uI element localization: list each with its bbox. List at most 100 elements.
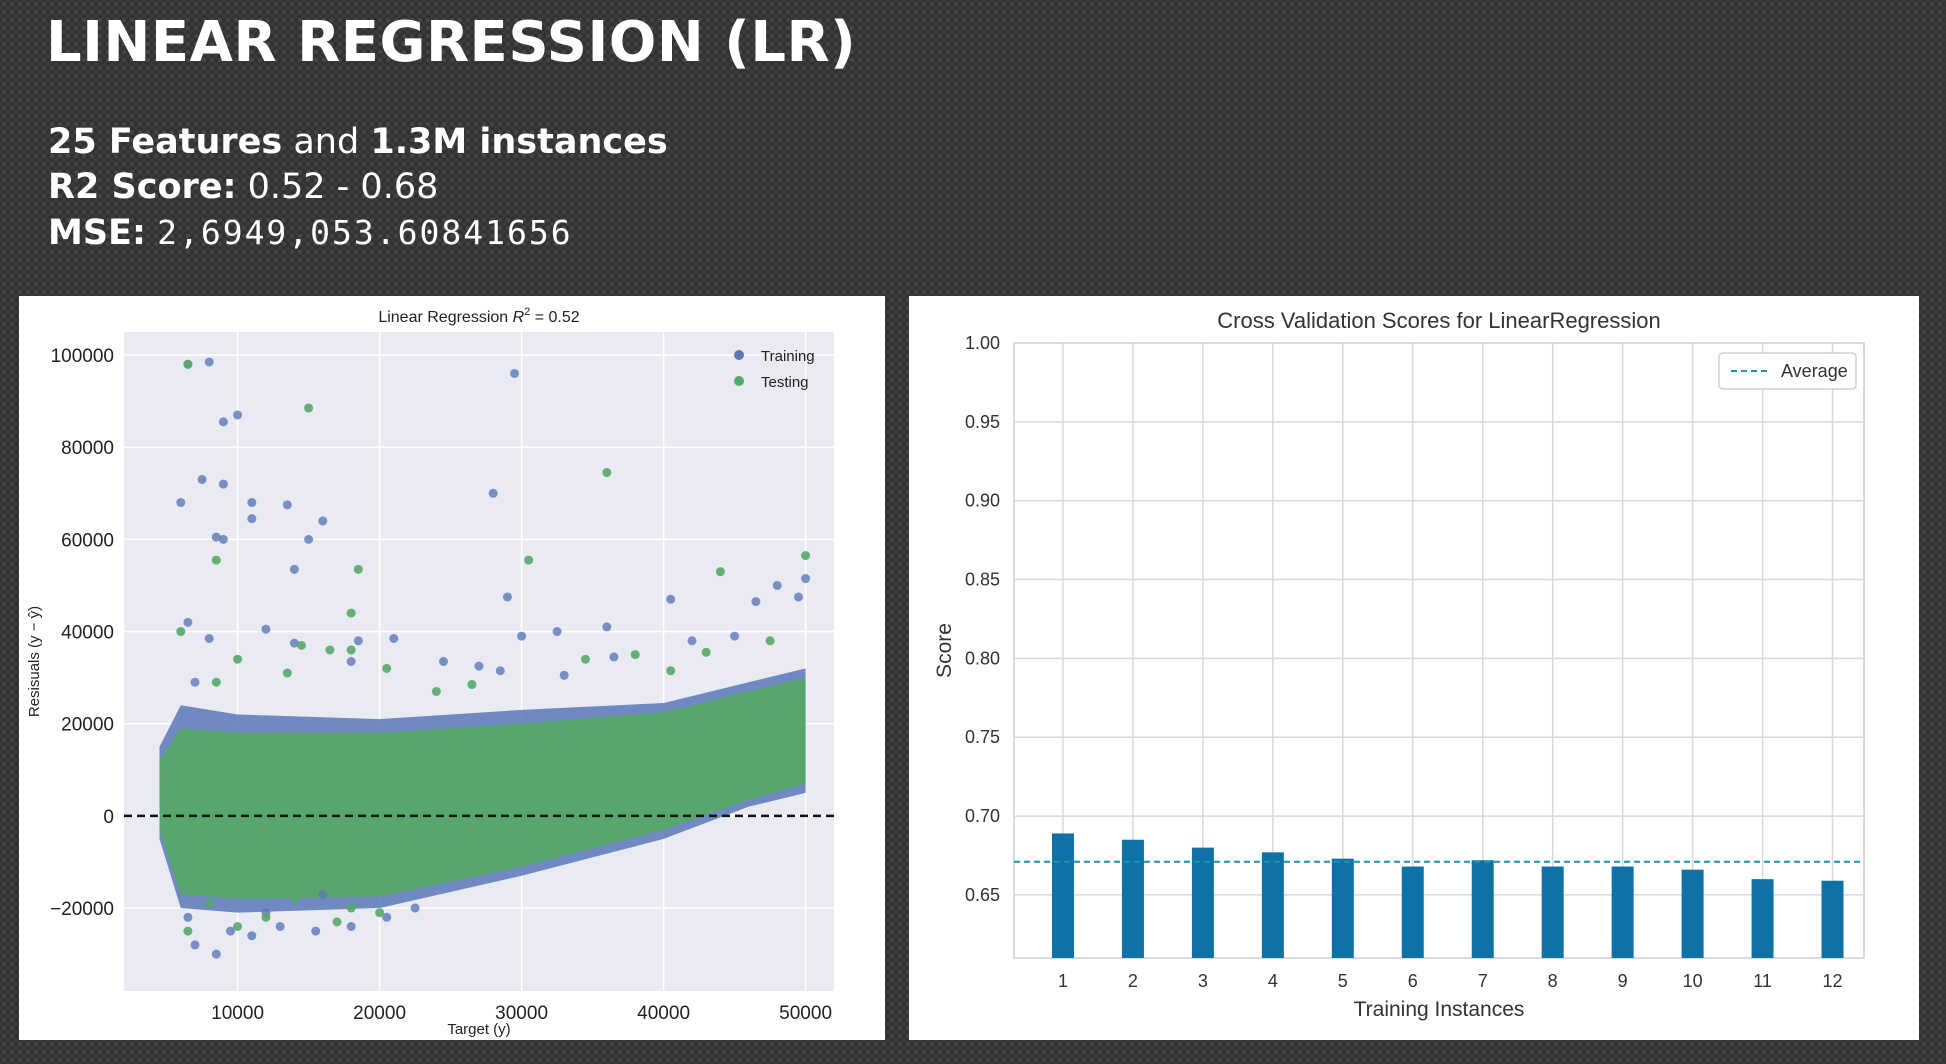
testing-point: [332, 917, 342, 927]
x-tick-label: 20000: [353, 1003, 406, 1024]
testing-point: [382, 663, 392, 673]
y-tick-label: 60000: [61, 530, 114, 551]
x-tick-label: 40000: [637, 1003, 690, 1024]
training-point: [410, 903, 420, 913]
testing-point: [467, 680, 477, 690]
training-point: [190, 940, 200, 950]
training-point: [311, 926, 321, 936]
bar-fold-11: [1751, 879, 1774, 958]
testing-point: [715, 567, 725, 577]
training-point: [389, 633, 399, 643]
x-tick-label: 1: [1058, 971, 1068, 991]
training-point: [559, 670, 569, 680]
testing-point: [630, 650, 640, 660]
x-tick-label: 10000: [211, 1003, 264, 1024]
training-point: [318, 889, 328, 899]
x-tick-label: 9: [1618, 971, 1628, 991]
training-point: [552, 627, 562, 637]
training-point: [488, 488, 498, 498]
r2-label: R2 Score:: [48, 167, 237, 207]
training-point: [190, 677, 200, 687]
bar-fold-4: [1261, 852, 1284, 958]
y-tick-label: 0.80: [965, 648, 1000, 668]
y-tick-label: 0.75: [965, 727, 1000, 747]
testing-point: [701, 647, 711, 657]
testing-point: [765, 636, 775, 646]
testing-point: [346, 608, 356, 618]
slide-title: LINEAR REGRESSION (LR): [46, 10, 857, 75]
x-tick-label: 7: [1478, 971, 1488, 991]
legend-label: Training: [761, 348, 815, 365]
x-axis-label: Target (y): [447, 1021, 510, 1038]
testing-point: [801, 551, 811, 561]
y-tick-label: 40000: [61, 623, 114, 644]
training-point: [502, 592, 512, 602]
x-tick-label: 12: [1823, 971, 1843, 991]
x-tick-label: 2: [1128, 971, 1138, 991]
r2-line: R2 Score: 0.52 - 0.68: [48, 165, 668, 210]
y-tick-label: 0: [103, 807, 114, 828]
training-point: [204, 357, 214, 367]
r2-value: 0.52 - 0.68: [247, 167, 439, 207]
training-point: [247, 514, 257, 524]
x-tick-label: 6: [1408, 971, 1418, 991]
cv-scores-chart: 1.000.950.900.850.800.750.700.651 2 3 4 5 6 7 8…: [933, 308, 1865, 1021]
y-tick-label: 20000: [61, 715, 114, 736]
testing-point: [176, 627, 186, 637]
y-tick-label: 1.00: [965, 333, 1000, 353]
instances-count: 1.3M instances: [370, 122, 668, 162]
bar-fold-10: [1681, 869, 1704, 958]
testing-point: [375, 908, 385, 918]
residuals-chart-panel: 10000 20000 30000 40000 50000 −20000 0 20000 400…: [19, 296, 885, 1040]
legend-marker: [734, 376, 744, 386]
testing-point: [282, 668, 292, 678]
mse-value: 2,6949,053.60841656: [157, 213, 573, 252]
training-point: [439, 657, 448, 666]
training-point: [289, 638, 299, 648]
features-count: 25 Features: [48, 122, 283, 162]
and-word: and: [293, 122, 360, 162]
training-point: [602, 622, 612, 632]
bar-fold-9: [1611, 866, 1634, 958]
training-point: [517, 631, 527, 641]
chart-title-prefix: Linear Regression: [378, 309, 512, 326]
training-point: [226, 926, 235, 936]
features-line: 25 Features and 1.3M instances: [48, 120, 668, 165]
training-point: [218, 417, 228, 427]
plot-area: [1013, 342, 1865, 959]
training-point: [510, 368, 519, 378]
training-point: [346, 657, 356, 666]
bar-fold-8: [1541, 866, 1564, 958]
legend-marker: [734, 350, 744, 360]
x-tick-label: 5: [1338, 971, 1348, 991]
training-point: [233, 410, 243, 420]
y-tick-label: 0.90: [965, 491, 1000, 511]
x-tick-label: 10: [1683, 971, 1703, 991]
testing-point: [261, 912, 271, 922]
training-point: [176, 498, 186, 508]
cv-scores-chart-panel: 1.00 0.95 0.90 0.85 0.80 0.75 0.70 0.65 1 2 3 4 5 6 7 8…: [909, 296, 1919, 1040]
training-point: [183, 912, 193, 922]
training-point: [318, 516, 328, 526]
testing-point: [524, 555, 534, 565]
mse-label: MSE:: [48, 213, 146, 253]
training-point: [346, 921, 356, 931]
y-tick-label: 0.85: [965, 570, 1000, 590]
testing-point: [304, 403, 314, 413]
bar-fold-1: [1051, 833, 1074, 958]
testing-point: [204, 898, 214, 908]
testing-point: [666, 666, 676, 676]
training-point: [382, 912, 392, 922]
mse-line: MSE: 2,6949,053.60841656: [48, 210, 668, 256]
y-axis-label: Score: [933, 623, 956, 678]
testing-point: [183, 926, 193, 936]
x-tick-label: 30000: [495, 1003, 548, 1024]
testing-point: [211, 555, 221, 565]
bar-fold-2: [1121, 839, 1144, 958]
testing-point: [233, 654, 243, 664]
bar-fold-6: [1401, 866, 1424, 958]
x-tick-label: 3: [1198, 971, 1208, 991]
training-point: [474, 661, 484, 671]
training-point: [772, 580, 782, 590]
chart-title: Linear Regression R2 = 0.52: [378, 306, 579, 326]
